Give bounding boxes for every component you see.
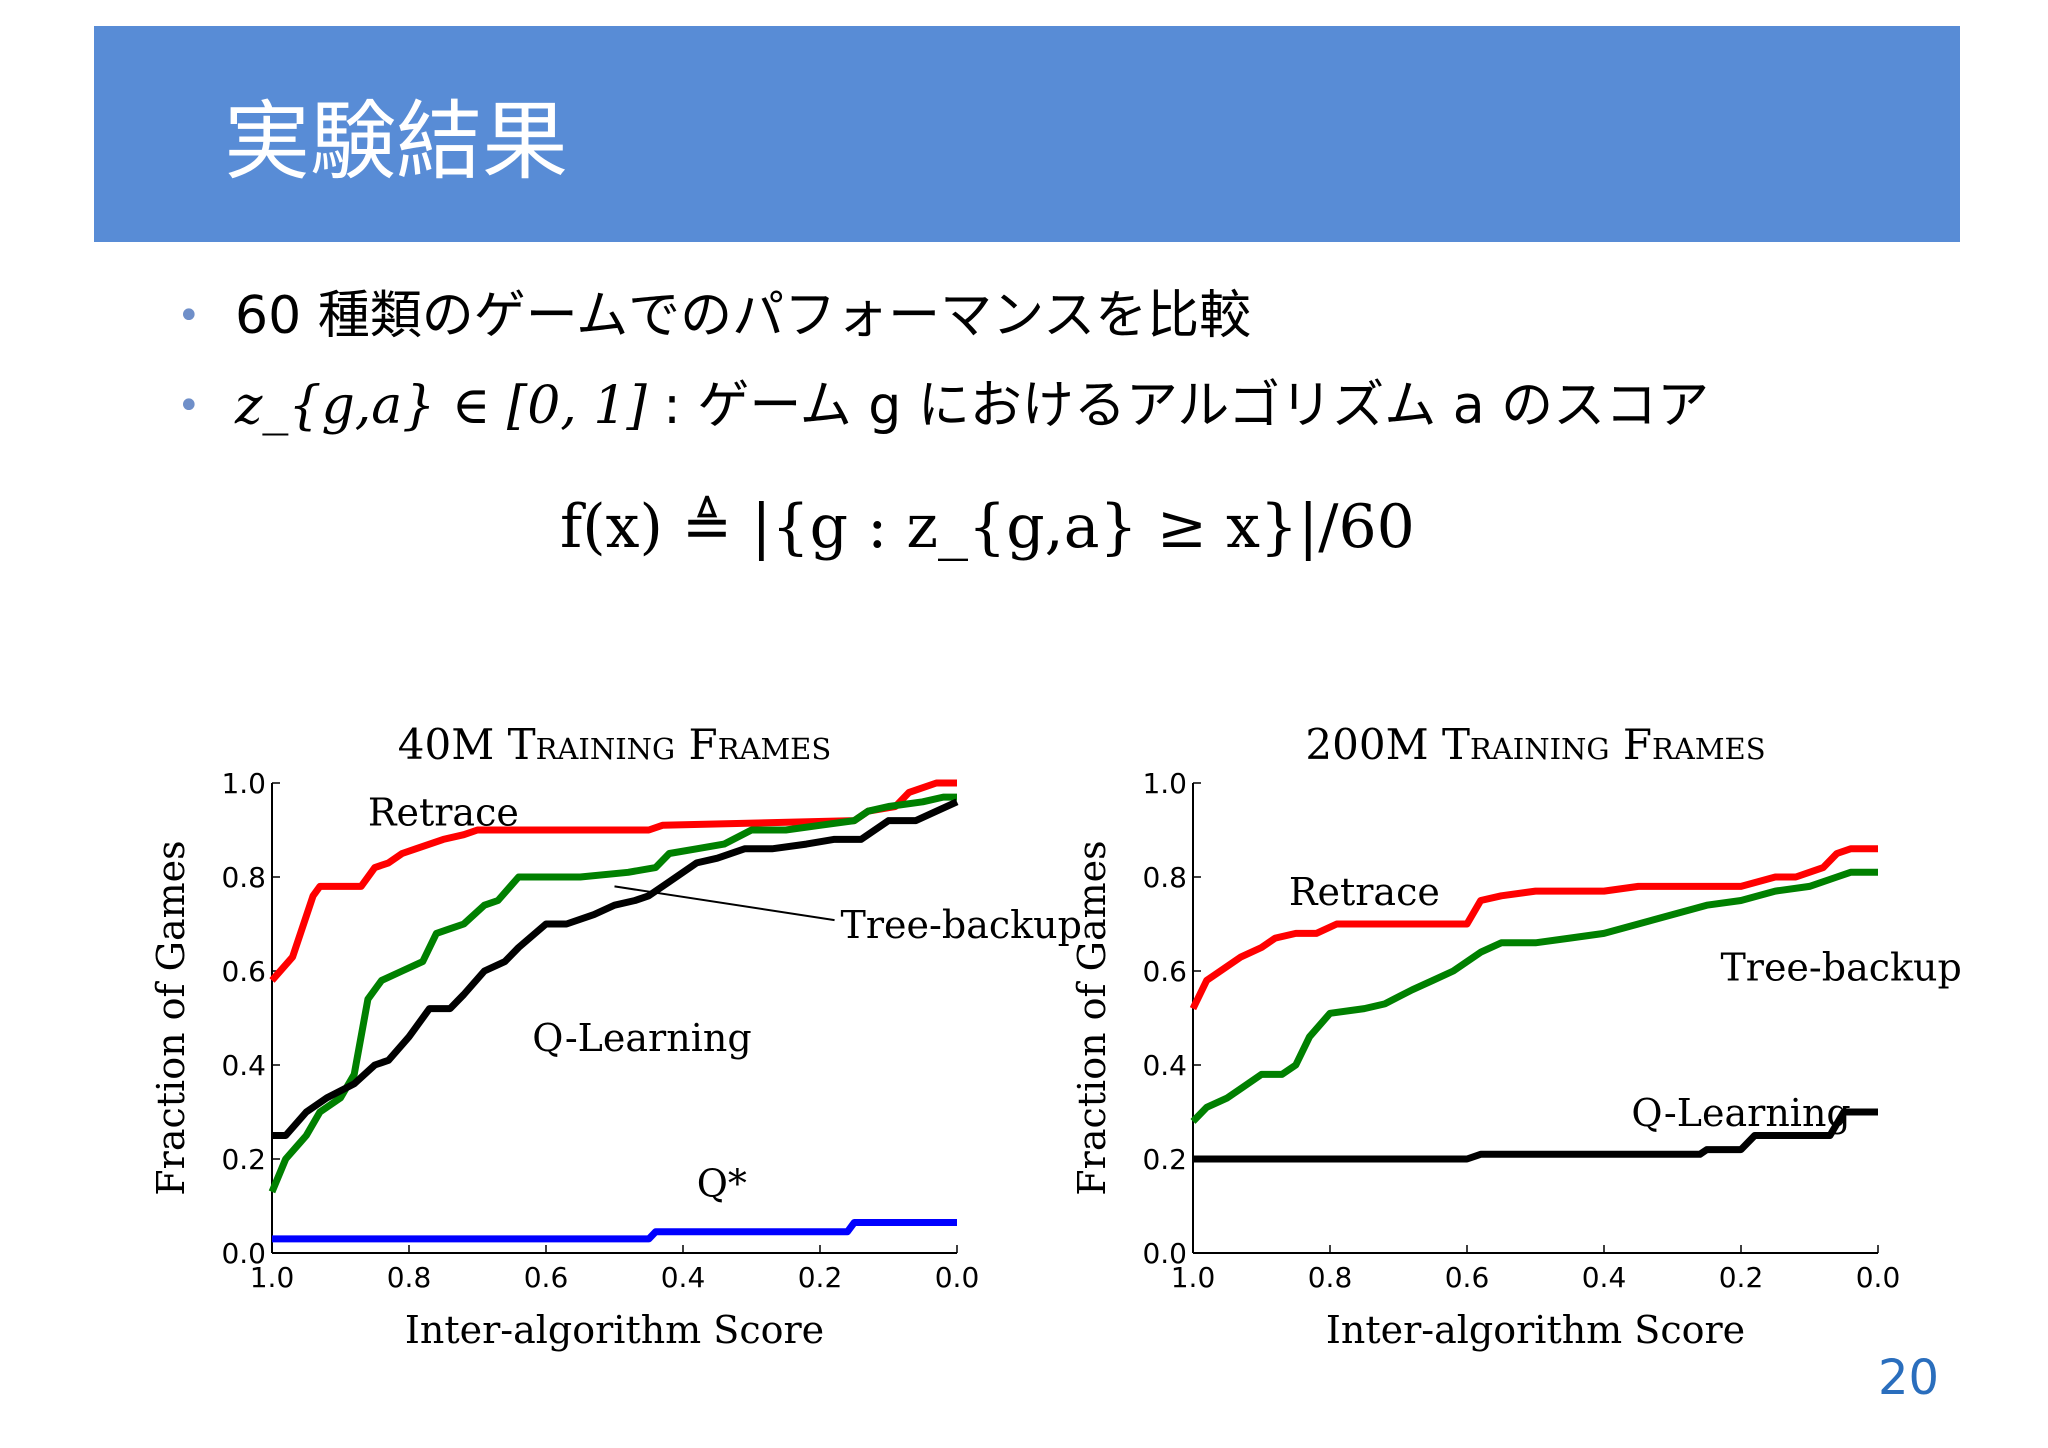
x-axis-label: Inter-algorithm Score [405, 1308, 824, 1352]
page-number: 20 [1878, 1350, 1940, 1406]
annotation-label: Q-Learning [532, 1016, 751, 1060]
series-line-q-learning [1193, 1108, 1878, 1163]
x-tick-label: 0.2 [798, 1261, 843, 1294]
x-tick-label: 0.4 [1582, 1261, 1627, 1294]
annotation-label: Tree-backup [841, 903, 1082, 947]
series-line-retrace [1189, 845, 1878, 1011]
y-tick-label: 1.0 [1142, 767, 1187, 800]
y-tick-label: 0.8 [1142, 861, 1187, 894]
annotation-label: Tree-backup [1720, 945, 1961, 989]
annotation-label: Retrace [368, 790, 519, 834]
x-axis-label: Inter-algorithm Score [1326, 1308, 1745, 1352]
y-axis-label: Fraction of Games [1070, 840, 1114, 1195]
series-line-q- [272, 1219, 957, 1243]
formula: f(x) ≜ |{g : z_{g,a} ≥ x}|/60 [560, 492, 1415, 562]
chart-40m: 1.0 0.8 0.6 0.4 0.2 0.0 0.0 0.2 0.4 0.6 0.8 1.0 40M … [149, 720, 1082, 1352]
bullet-2-text: : ゲーム g におけるアルゴリズム a のスコア [646, 376, 1710, 436]
annotation-label: Retrace [1289, 870, 1440, 914]
annotation-pointer [614, 885, 835, 922]
bullet-2-content: z_{g,a} ∈ [0, 1] : ゲーム g におけるアルゴリズム a のス… [235, 374, 1709, 438]
x-tick-label: 0.6 [524, 1261, 569, 1294]
series-line-tree-backup [1190, 868, 1878, 1124]
bullet-1-text: 60 種類のゲームでのパフォーマンスを比較 [235, 286, 1252, 346]
y-tick-label: 0.2 [1142, 1143, 1187, 1176]
annotation-label: Q-Learning [1631, 1091, 1850, 1135]
y-tick-label: 0.2 [221, 1143, 266, 1176]
y-tick-label: 1.0 [221, 767, 266, 800]
annotation-label: Q* [697, 1162, 747, 1206]
y-tick-label: 0.6 [1142, 955, 1187, 988]
x-tick-label: 1.0 [1171, 1261, 1216, 1294]
series-line-q-learning [272, 798, 959, 1139]
bullet-dot: • [177, 383, 201, 429]
chart-title: 200M Training Frames [1305, 720, 1765, 769]
x-tick-label: 0.0 [1856, 1261, 1901, 1294]
y-axis-label: Fraction of Games [149, 840, 193, 1195]
x-tick-label: 0.4 [661, 1261, 706, 1294]
y-tick-label: 0.4 [1142, 1049, 1187, 1082]
y-tick-label: 0.0 [221, 1237, 266, 1270]
y-tick-label: 0.0 [1142, 1237, 1187, 1270]
y-tick-label: 0.8 [221, 861, 266, 894]
x-tick-label: 0.2 [1719, 1261, 1764, 1294]
x-tick-label: 0.8 [387, 1261, 432, 1294]
y-tick-label: 0.6 [221, 955, 266, 988]
x-tick-label: 0.0 [935, 1261, 980, 1294]
chart-200m: 1.0 0.8 0.6 0.4 0.2 0.0 0.0 0.2 0.4 0.6 0.8 1.0 200M… [1070, 720, 1962, 1352]
series-line-tree-backup [268, 793, 957, 1194]
bullet-2-math: z_{g,a} ∈ [0, 1] [235, 376, 647, 436]
bullet-dot: • [177, 293, 201, 339]
x-tick-label: 0.8 [1308, 1261, 1353, 1294]
title-bar: 実験結果 [94, 26, 1960, 242]
x-tick-label: 1.0 [250, 1261, 295, 1294]
slide-title: 実験結果 [224, 92, 568, 192]
x-tick-label: 0.6 [1445, 1261, 1490, 1294]
chart-title: 40M Training Frames [398, 720, 831, 769]
y-tick-label: 0.4 [221, 1049, 266, 1082]
